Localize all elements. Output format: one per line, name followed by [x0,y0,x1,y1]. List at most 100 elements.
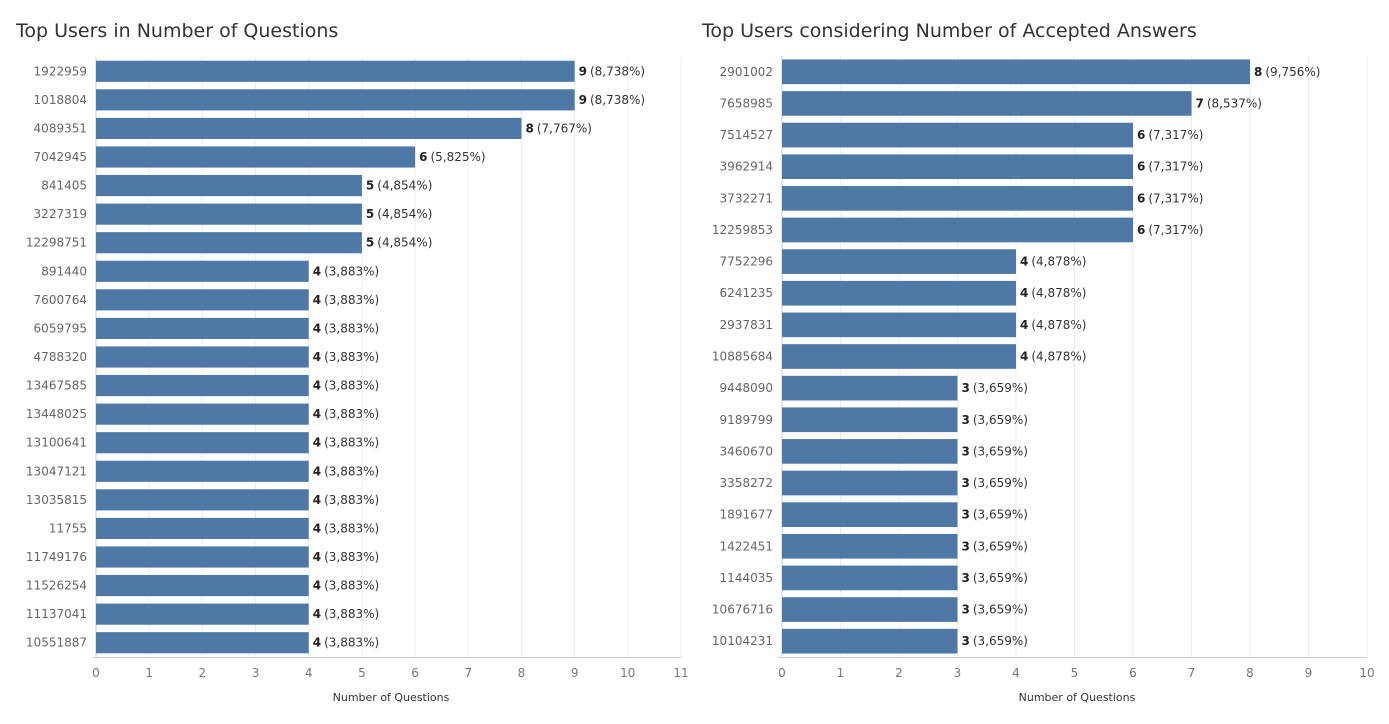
data-label-percent: (3,883%) [324,464,379,478]
data-label-value: 4 [313,550,321,564]
category-label: 1422451 [720,539,773,553]
data-label-value: 4 [313,407,321,421]
data-label-value: 5 [366,179,374,193]
data-label: 4 (3,883%) [313,407,379,421]
data-label: 6 (7,317%) [1137,160,1203,174]
data-label-value: 4 [313,264,321,278]
category-label: 13035815 [26,493,87,507]
category-label: 10104231 [712,634,773,648]
data-label-percent: (3,883%) [324,493,379,507]
data-label-value: 3 [962,634,970,648]
bar [96,146,416,168]
data-label-percent: (8,738%) [590,64,645,78]
data-label-value: 4 [313,521,321,535]
x-tick-label: 9 [571,666,579,680]
bar [96,403,309,425]
data-label-value: 3 [962,539,970,553]
data-label-percent: (4,854%) [377,207,432,221]
data-label-value: 4 [313,379,321,393]
data-label: 4 (3,883%) [313,550,379,564]
data-label: 4 (3,883%) [313,493,379,507]
data-label: 6 (7,317%) [1137,223,1203,237]
data-label-value: 3 [962,413,970,427]
data-label-percent: (4,854%) [377,179,432,193]
category-label: 13448025 [26,407,87,421]
data-label-value: 4 [1020,255,1028,269]
data-label: 4 (3,883%) [313,607,379,621]
data-label-value: 3 [962,444,970,458]
bar [96,117,522,139]
data-label-percent: (7,767%) [537,121,592,135]
data-label-percent: (3,883%) [324,293,379,307]
data-label: 4 (3,883%) [313,350,379,364]
x-tick-label: 0 [92,666,100,680]
data-label-percent: (3,883%) [324,521,379,535]
data-label-percent: (8,738%) [590,93,645,107]
category-label: 3962914 [720,160,773,174]
data-label-percent: (7,317%) [1148,191,1203,205]
data-label-value: 5 [366,207,374,221]
x-tick-label: 7 [464,666,472,680]
data-label: 4 (3,883%) [313,436,379,450]
data-label-percent: (3,883%) [324,607,379,621]
bar [96,632,309,654]
bar [782,565,958,591]
data-label-percent: (9,756%) [1265,65,1320,79]
x-tick-label: 5 [358,666,366,680]
data-label: 3 (3,659%) [962,381,1028,395]
x-tick-label: 2 [199,666,207,680]
data-label: 3 (3,659%) [962,571,1028,585]
bar [96,60,575,82]
data-label-value: 3 [962,381,970,395]
data-label: 6 (7,317%) [1137,191,1203,205]
category-label: 841405 [41,179,87,193]
data-label: 4 (3,883%) [313,464,379,478]
data-label: 4 (4,878%) [1020,350,1086,364]
data-label-value: 7 [1196,96,1204,110]
data-label: 3 (3,659%) [962,444,1028,458]
category-label: 1018804 [34,93,87,107]
x-tick-label: 3 [954,666,962,680]
category-label: 2901002 [720,65,773,79]
data-label-percent: (5,825%) [430,150,485,164]
bar [96,489,309,511]
data-label-percent: (7,317%) [1148,160,1203,174]
chart-title: Top Users in Number of Questions [16,20,339,42]
data-label-percent: (3,883%) [324,350,379,364]
category-label: 10551887 [26,636,87,650]
bar [782,217,1133,243]
bar [96,317,309,339]
data-label-percent: (3,659%) [973,539,1028,553]
data-label-value: 4 [313,636,321,650]
data-label-percent: (3,659%) [973,413,1028,427]
data-label-percent: (8,537%) [1207,96,1262,110]
category-label: 13100641 [26,436,87,450]
data-label-percent: (3,659%) [973,444,1028,458]
category-label: 7658985 [720,96,773,110]
category-label: 9189799 [720,413,773,427]
data-label-percent: (3,883%) [324,264,379,278]
x-tick-label: 5 [1071,666,1079,680]
data-label-value: 4 [313,436,321,450]
data-label-percent: (4,878%) [1031,286,1086,300]
data-label-value: 6 [1137,128,1145,142]
bar [782,628,958,654]
data-label-value: 3 [962,571,970,585]
data-label: 4 (3,883%) [313,321,379,335]
category-label: 4788320 [34,350,87,364]
data-label-percent: (4,878%) [1031,350,1086,364]
category-label: 12298751 [26,236,87,250]
data-label-value: 6 [1137,223,1145,237]
bar [96,517,309,539]
data-label-value: 4 [1020,318,1028,332]
bar [782,502,958,527]
bar [782,280,1016,306]
data-label: 4 (4,878%) [1020,318,1086,332]
x-tick-label: 6 [411,666,419,680]
data-label-percent: (3,883%) [324,579,379,593]
data-label: 3 (3,659%) [962,539,1028,553]
data-label-value: 4 [313,321,321,335]
x-tick-label: 3 [252,666,260,680]
bar [96,575,309,597]
data-label-value: 3 [962,603,970,617]
